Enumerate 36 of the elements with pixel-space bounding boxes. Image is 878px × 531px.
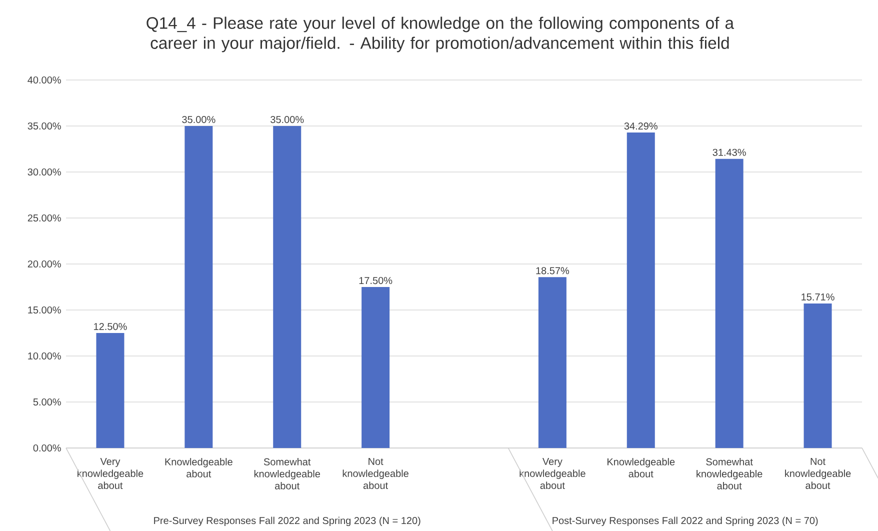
x-tick-label: Not knowledgeable about bbox=[342, 458, 408, 490]
data-label: 15.71% bbox=[802, 293, 834, 301]
data-label: 17.50% bbox=[359, 276, 392, 284]
y-tick-label: 10.00% bbox=[28, 352, 61, 360]
bar bbox=[362, 286, 390, 448]
bar bbox=[626, 132, 655, 448]
x-tick-label: Somewhat knowledgeable about bbox=[696, 458, 762, 490]
data-label: 12.50% bbox=[94, 322, 127, 330]
x-tick-label: Knowledgeable about bbox=[608, 458, 675, 478]
bar bbox=[804, 303, 832, 448]
x-tick-label: Very knowledgeable about bbox=[520, 458, 586, 490]
data-label: 35.00% bbox=[182, 116, 216, 124]
y-tick-label: 30.00% bbox=[28, 168, 61, 176]
y-tick-label: 15.00% bbox=[28, 306, 61, 314]
bar bbox=[538, 277, 566, 448]
data-label: 35.00% bbox=[270, 116, 304, 124]
data-label: 31.43% bbox=[712, 148, 746, 156]
bar bbox=[96, 332, 124, 448]
bar bbox=[273, 126, 302, 448]
text: Pre-Survey Responses Fall 2022 and Spring 2023 (N = 120) bbox=[154, 516, 420, 526]
text: Post-Survey Responses Fall 2022 and Spring 2023 (N = 70) bbox=[552, 516, 818, 526]
x-tick-label: Very knowledgeable about bbox=[78, 458, 144, 490]
bar bbox=[715, 158, 744, 448]
y-tick-label: 40.00% bbox=[28, 76, 61, 84]
y-tick-label: 0.00% bbox=[33, 444, 61, 452]
x-tick-label: Knowledgeable about bbox=[165, 458, 232, 478]
y-tick-label: 35.00% bbox=[28, 122, 61, 130]
y-tick-label: 5.00% bbox=[33, 398, 61, 406]
y-tick-label: 25.00% bbox=[28, 214, 61, 222]
bar bbox=[184, 126, 213, 448]
x-tick-label: Somewhat knowledgeable about bbox=[254, 458, 320, 490]
x-tick-label: Not knowledgeable about bbox=[785, 458, 851, 490]
data-label: 18.57% bbox=[536, 267, 570, 274]
chart-title: Q14_4 - Please rate your level of knowledge on the following components of a career in your major/field. - Ability for promotion/advancement within this field bbox=[146, 16, 734, 52]
y-tick-label: 20.00% bbox=[28, 260, 61, 268]
data-label: 34.29% bbox=[624, 122, 658, 130]
